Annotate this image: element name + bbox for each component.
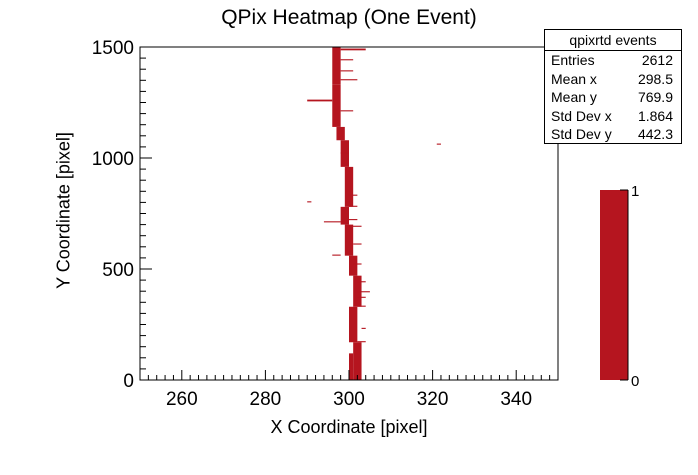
heatmap-cell xyxy=(332,254,341,256)
color-palette: 01 xyxy=(600,183,639,390)
stats-label: Mean y xyxy=(551,89,597,105)
heatmap-cell xyxy=(349,194,358,196)
heatmap-cell xyxy=(340,79,358,81)
heatmap-cell xyxy=(340,48,366,51)
heatmap-cell xyxy=(344,224,354,256)
heatmap-cell xyxy=(361,327,366,329)
stats-row: Std Dev x 1.864 xyxy=(545,107,681,126)
stats-label: Std Dev y xyxy=(551,126,612,142)
heatmap-cell xyxy=(436,143,441,145)
heatmap-cell xyxy=(357,291,370,293)
y-axis: 0 500 1000 1500 xyxy=(92,38,152,392)
stats-label: Mean x xyxy=(551,70,597,87)
z-tick-label: 0 xyxy=(631,373,639,390)
palette-bar xyxy=(600,190,628,380)
heatmap-cell xyxy=(332,84,341,127)
heatmap-cell xyxy=(340,70,354,72)
stats-value: 1.864 xyxy=(637,107,673,124)
heatmap-cell xyxy=(353,263,362,265)
heatmap-cell xyxy=(349,205,358,207)
heatmap-cell xyxy=(349,255,358,276)
stats-row: Std Dev y 442.3 xyxy=(545,125,681,144)
x-tick-label: 260 xyxy=(166,389,198,410)
stats-box: qpixrtd events Entries 2612 Mean x 298.5… xyxy=(544,29,682,144)
stats-title: qpixrtd events xyxy=(545,30,681,51)
heatmap-cell xyxy=(344,166,354,207)
heatmap-cell xyxy=(357,341,366,343)
x-tick-label: 300 xyxy=(333,389,365,410)
heatmap-cell xyxy=(349,225,362,227)
x-axis-label: X Coordinate [pixel] xyxy=(270,417,428,437)
y-tick-label: 1000 xyxy=(92,149,134,170)
heatmap-cell xyxy=(307,99,333,102)
z-tick-label: 1 xyxy=(631,183,639,200)
stats-label: Std Dev x xyxy=(551,107,612,124)
heatmap-cell xyxy=(332,47,341,85)
chart-title: QPix Heatmap (One Event) xyxy=(221,6,477,29)
stats-row: Mean y 769.9 xyxy=(545,88,681,107)
stats-value: 298.5 xyxy=(637,70,673,87)
heatmap-cells xyxy=(307,47,441,380)
heatmap-cell xyxy=(323,221,341,223)
heatmap-cell xyxy=(357,296,366,298)
heatmap-cell xyxy=(357,281,366,283)
y-tick-label: 1500 xyxy=(92,38,134,59)
y-tick-label: 500 xyxy=(102,260,134,281)
x-tick-label: 340 xyxy=(500,389,532,410)
heatmap-cell xyxy=(349,306,358,343)
x-tick-label: 320 xyxy=(417,389,449,410)
y-tick-label: 0 xyxy=(123,371,134,392)
stats-row: Mean x 298.5 xyxy=(545,70,681,89)
x-axis: 260 280 300 320 340 xyxy=(139,370,559,410)
heatmap-cell xyxy=(340,59,354,61)
y-axis-label: Y Coordinate [pixel] xyxy=(53,132,74,289)
heatmap-cell xyxy=(340,206,349,225)
x-tick-label: 280 xyxy=(250,389,282,410)
stats-label: Entries xyxy=(551,52,595,68)
heatmap-cell xyxy=(349,353,354,380)
stats-row: Entries 2612 xyxy=(545,51,681,70)
heatmap-cell xyxy=(340,152,349,154)
heatmap-cell xyxy=(353,243,362,245)
stats-value: 2612 xyxy=(641,52,673,68)
heatmap-cell xyxy=(353,342,362,380)
heatmap-cell xyxy=(307,201,312,203)
heatmap-cell xyxy=(357,305,366,307)
stats-value: 442.3 xyxy=(637,126,673,142)
stats-value: 769.9 xyxy=(637,89,673,105)
heatmap-cell xyxy=(349,219,358,221)
heatmap-cell xyxy=(336,126,345,141)
heatmap-cell xyxy=(340,110,354,112)
